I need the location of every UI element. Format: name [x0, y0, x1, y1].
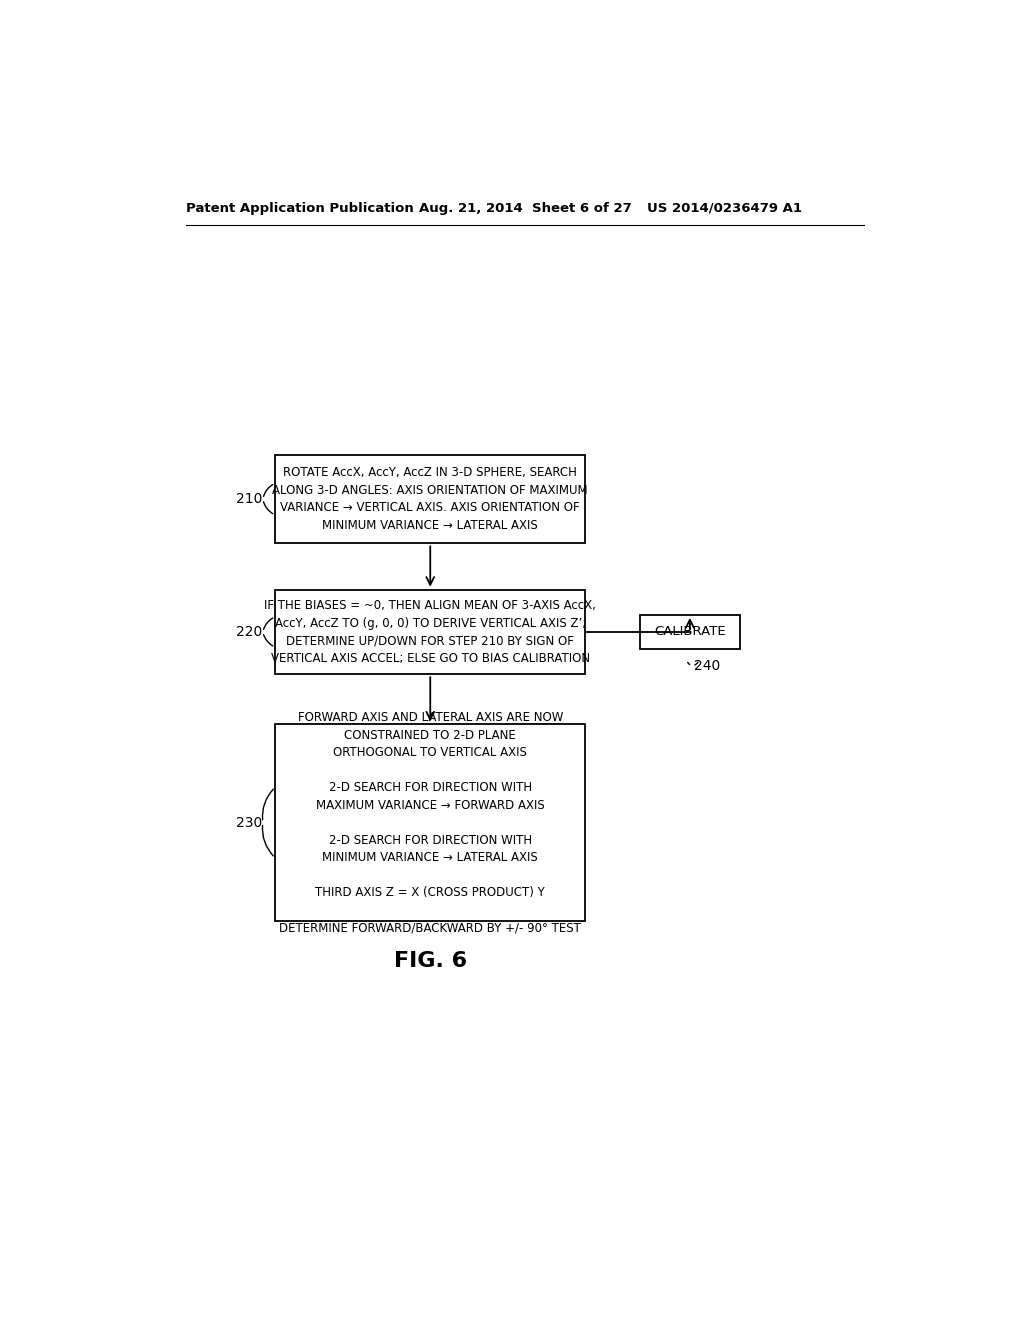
Text: US 2014/0236479 A1: US 2014/0236479 A1 — [647, 202, 802, 215]
Text: Aug. 21, 2014  Sheet 6 of 27: Aug. 21, 2014 Sheet 6 of 27 — [419, 202, 632, 215]
Text: FIG. 6: FIG. 6 — [393, 950, 467, 970]
Text: IF THE BIASES = ~0, THEN ALIGN MEAN OF 3-AXIS AccX,
AccY, AccZ TO (g, 0, 0) TO D: IF THE BIASES = ~0, THEN ALIGN MEAN OF 3… — [264, 599, 596, 665]
Text: FORWARD AXIS AND LATERAL AXIS ARE NOW
CONSTRAINED TO 2-D PLANE
ORTHOGONAL TO VER: FORWARD AXIS AND LATERAL AXIS ARE NOW CO… — [280, 711, 582, 935]
Bar — [640, 615, 740, 649]
Text: 210: 210 — [236, 492, 262, 506]
Bar — [275, 590, 586, 675]
Text: 240: 240 — [693, 659, 720, 673]
Text: Patent Application Publication: Patent Application Publication — [186, 202, 414, 215]
Text: 230: 230 — [236, 816, 262, 829]
Bar — [275, 455, 586, 544]
Text: ROTATE AccX, AccY, AccZ IN 3-D SPHERE, SEARCH
ALONG 3-D ANGLES: AXIS ORIENTATION: ROTATE AccX, AccY, AccZ IN 3-D SPHERE, S… — [272, 466, 588, 532]
Text: CALIBRATE: CALIBRATE — [654, 626, 726, 639]
Text: 220: 220 — [236, 624, 262, 639]
Bar — [275, 725, 586, 921]
